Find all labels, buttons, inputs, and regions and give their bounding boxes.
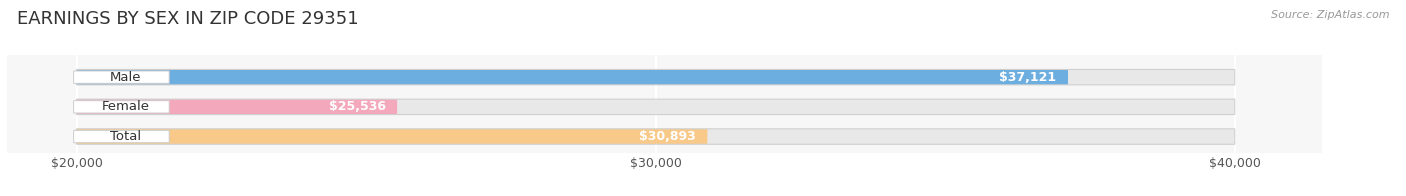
- Text: Total: Total: [110, 130, 142, 143]
- Text: EARNINGS BY SEX IN ZIP CODE 29351: EARNINGS BY SEX IN ZIP CODE 29351: [17, 10, 359, 28]
- Text: $25,536: $25,536: [329, 100, 385, 113]
- Text: $37,121: $37,121: [1000, 71, 1056, 84]
- FancyBboxPatch shape: [76, 69, 1234, 85]
- FancyBboxPatch shape: [73, 130, 169, 143]
- FancyBboxPatch shape: [957, 72, 1063, 83]
- FancyBboxPatch shape: [73, 101, 169, 113]
- Text: Female: Female: [101, 100, 150, 113]
- FancyBboxPatch shape: [76, 99, 396, 115]
- FancyBboxPatch shape: [598, 131, 702, 142]
- FancyBboxPatch shape: [76, 129, 707, 144]
- FancyBboxPatch shape: [287, 101, 391, 113]
- Text: Source: ZipAtlas.com: Source: ZipAtlas.com: [1271, 10, 1389, 20]
- FancyBboxPatch shape: [76, 69, 1069, 85]
- FancyBboxPatch shape: [73, 71, 169, 83]
- Text: $30,893: $30,893: [640, 130, 696, 143]
- FancyBboxPatch shape: [76, 129, 1234, 144]
- Text: Male: Male: [110, 71, 142, 84]
- FancyBboxPatch shape: [76, 99, 1234, 115]
